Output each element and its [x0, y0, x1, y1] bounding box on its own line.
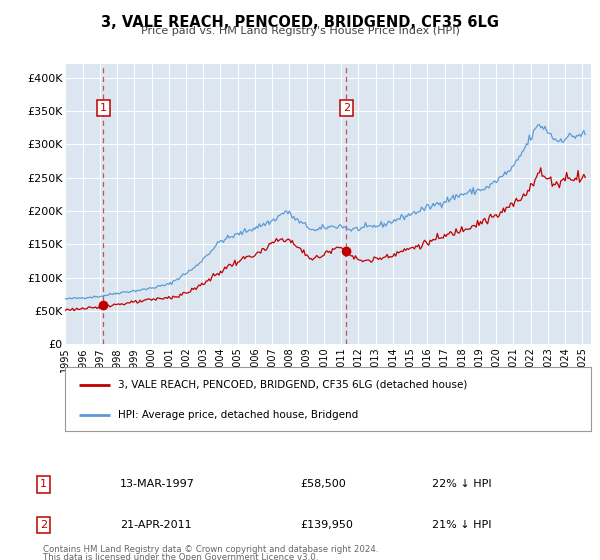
Text: 21% ↓ HPI: 21% ↓ HPI: [432, 520, 491, 530]
Text: 21-APR-2011: 21-APR-2011: [120, 520, 191, 530]
Text: 2: 2: [343, 102, 350, 113]
Text: £58,500: £58,500: [300, 479, 346, 489]
Text: 1: 1: [40, 479, 47, 489]
Text: Price paid vs. HM Land Registry's House Price Index (HPI): Price paid vs. HM Land Registry's House …: [140, 26, 460, 36]
Text: HPI: Average price, detached house, Bridgend: HPI: Average price, detached house, Brid…: [118, 410, 358, 420]
Text: 3, VALE REACH, PENCOED, BRIDGEND, CF35 6LG: 3, VALE REACH, PENCOED, BRIDGEND, CF35 6…: [101, 15, 499, 30]
Text: 1: 1: [100, 102, 107, 113]
Text: 2: 2: [40, 520, 47, 530]
Text: 3, VALE REACH, PENCOED, BRIDGEND, CF35 6LG (detached house): 3, VALE REACH, PENCOED, BRIDGEND, CF35 6…: [118, 380, 467, 390]
Text: £139,950: £139,950: [300, 520, 353, 530]
Text: Contains HM Land Registry data © Crown copyright and database right 2024.: Contains HM Land Registry data © Crown c…: [43, 545, 379, 554]
Text: 13-MAR-1997: 13-MAR-1997: [120, 479, 195, 489]
Text: 22% ↓ HPI: 22% ↓ HPI: [432, 479, 491, 489]
Text: This data is licensed under the Open Government Licence v3.0.: This data is licensed under the Open Gov…: [43, 553, 319, 560]
